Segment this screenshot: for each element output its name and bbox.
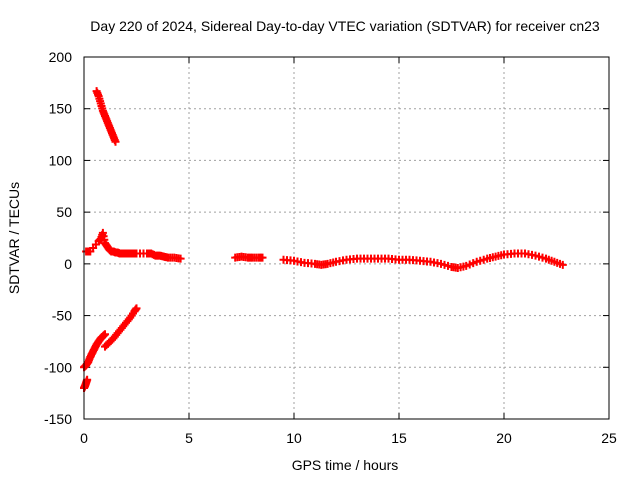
data-points [80,87,567,392]
series-rising-negative-arc-1 [80,330,109,372]
chart-title: Day 220 of 2024, Sidereal Day-to-day VTE… [90,18,600,34]
y-tick-label: 100 [49,152,73,168]
x-tick-label: 5 [185,430,193,446]
y-tick-label: 200 [49,49,73,65]
y-tick-label: 150 [49,101,73,117]
y-tick-label: 50 [56,204,72,220]
series-near-zero-main [231,249,567,272]
data-point [258,253,267,262]
x-tick-label: 25 [601,430,617,446]
x-tick-label: 0 [80,430,88,446]
data-point [132,304,141,313]
y-tick-label: -150 [44,411,72,427]
x-tick-label: 10 [286,430,302,446]
y-tick-label: -50 [52,308,72,324]
data-point [558,260,567,269]
x-axis-title: GPS time / hours [292,457,399,473]
grid [84,57,609,419]
x-tick-label: 20 [496,430,512,446]
y-tick-label: -100 [44,359,72,375]
x-tick-label: 15 [391,430,407,446]
axis-ticks: 0 5 10 15 20 25 -150 -100 -50 0 50 100 150 200 [44,49,617,446]
data-point [101,330,109,339]
series-rising-negative-arc-2 [101,304,141,351]
series-near-zero-early [82,228,185,263]
plot-frame [83,56,610,420]
y-tick-label: 0 [64,256,72,272]
data-point [111,137,120,146]
y-axis-title: SDTVAR / TECUs [6,182,22,294]
data-point [176,254,185,263]
series-steep-positive-arc [92,87,120,146]
series-low-outliers [80,375,92,392]
